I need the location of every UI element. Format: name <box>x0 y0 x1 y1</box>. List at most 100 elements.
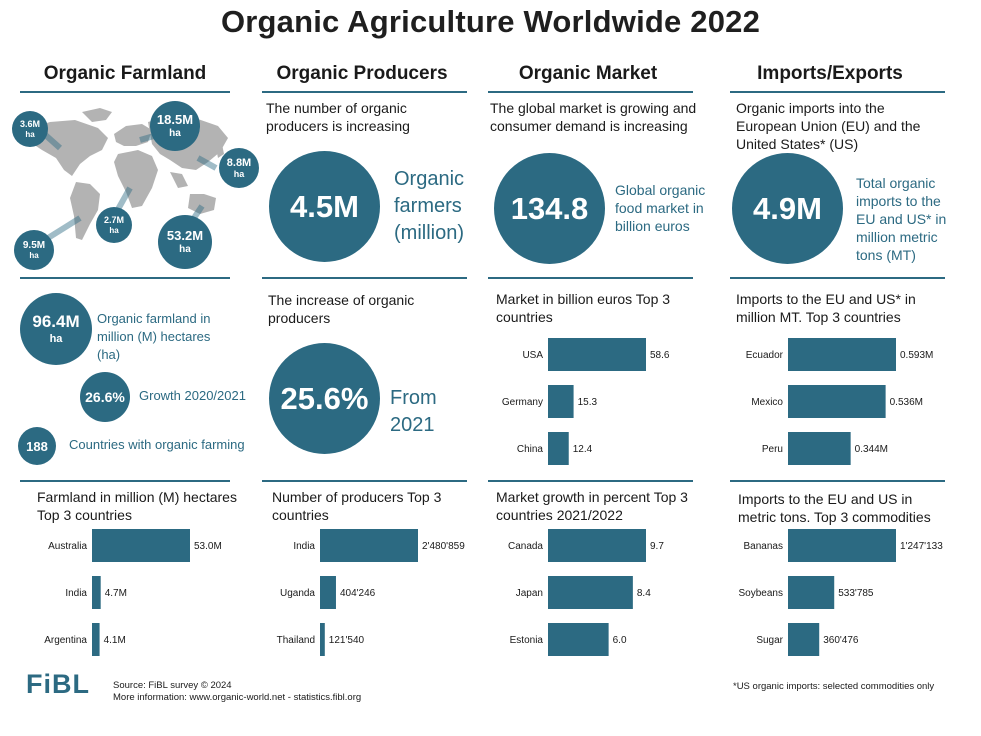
bar <box>788 338 896 371</box>
increase-value: 25.6% <box>269 343 380 454</box>
footer-source: Source: FiBL survey © 2024 <box>113 680 232 691</box>
countries-value: 188 <box>18 427 56 465</box>
bar <box>92 529 190 562</box>
bar-value-label: 0.344M <box>855 444 888 455</box>
chart-title: Imports to the EU and US in metric tons.… <box>738 491 931 525</box>
bar-category-label: Uganda <box>280 588 315 599</box>
growth-value: 26.6% <box>80 372 130 422</box>
divider <box>262 91 467 93</box>
chart-title: Market in billion euros Top 3 countries <box>496 291 671 325</box>
bar <box>548 623 609 656</box>
map-bubble: 8.8M ha <box>219 148 259 188</box>
divider <box>488 91 693 93</box>
market-intro: The global market is growing and consume… <box>490 100 697 134</box>
countries-caption: Countries with organic farming <box>69 437 245 452</box>
divider <box>262 277 467 279</box>
divider <box>20 277 230 279</box>
bar-value-label: 9.7 <box>650 541 664 552</box>
increase-caption: From 2021 <box>390 387 437 436</box>
bar <box>548 432 569 465</box>
farmland-total-circle: 96.4M ha <box>20 293 92 365</box>
bar <box>788 385 886 418</box>
farmland-total-value: 96.4M <box>32 312 80 332</box>
footer-note: *US organic imports: selected commoditie… <box>733 681 935 692</box>
bar-value-label: 53.0M <box>194 541 222 552</box>
bar-value-label: 15.3 <box>578 397 598 408</box>
market-heading: Organic Market <box>518 63 658 84</box>
bar-value-label: 533'785 <box>838 588 874 599</box>
bar-value-label: 8.4 <box>637 588 651 599</box>
trade-caption: Total organic imports to the EU and US* … <box>856 175 947 263</box>
divider <box>730 277 945 279</box>
bar <box>320 623 325 656</box>
bar-value-label: 404'246 <box>340 588 376 599</box>
trade-intro: Organic imports into the European Union … <box>736 100 921 152</box>
bar-category-label: Estonia <box>510 635 544 646</box>
page-title: Organic Agriculture Worldwide 2022 <box>220 4 761 39</box>
bar <box>788 623 820 656</box>
bar-category-label: India <box>293 541 315 552</box>
divider <box>730 480 945 482</box>
bar <box>788 432 851 465</box>
bar-value-label: 58.6 <box>650 350 670 361</box>
map-bubble: 2.7M ha <box>96 207 132 243</box>
producers-bar-chart: India 2'480'859 Uganda 404'246 Thailand 121'5… <box>277 529 465 656</box>
chart-title: Farmland in million (M) hectares Top 3 c… <box>37 489 237 523</box>
divider <box>262 480 467 482</box>
chart-title: Imports to the EU and US* in million MT.… <box>736 291 916 325</box>
bar-category-label: India <box>65 588 87 599</box>
fibl-logo: FiBL <box>26 669 90 699</box>
bar-category-label: Bananas <box>744 541 783 552</box>
bar <box>548 529 646 562</box>
bar <box>92 623 100 656</box>
bar-category-label: Argentina <box>44 635 87 646</box>
producers-caption: Organic farmers (million) <box>394 168 465 244</box>
bar-value-label: 12.4 <box>573 444 593 455</box>
bar-category-label: Australia <box>48 541 87 552</box>
farmland-bar-chart: Australia 53.0M India 4.7M Argentina 4.1M <box>44 529 222 656</box>
growth-bar-chart: Canada 9.7 Japan 8.4 Estonia 6.0 <box>508 529 664 656</box>
bar-category-label: USA <box>522 350 543 361</box>
map-bubble: 3.6M ha <box>12 111 48 147</box>
bar <box>548 576 633 609</box>
bar-value-label: 0.593M <box>900 350 933 361</box>
imports-countries-bar-chart: Ecuador 0.593M Mexico 0.536M Peru 0.344M <box>746 338 933 465</box>
map-bubble: 53.2M ha <box>158 215 212 269</box>
bar-category-label: Canada <box>508 541 543 552</box>
divider <box>20 480 230 482</box>
market-caption: Global organic food market in billion eu… <box>615 182 706 234</box>
map-bubble: 9.5M ha <box>14 230 54 270</box>
bar-value-label: 4.7M <box>105 588 127 599</box>
divider <box>730 91 945 93</box>
bar-category-label: Thailand <box>277 635 315 646</box>
producers-value: 4.5M <box>269 151 380 262</box>
imports-commodities-bar-chart: Bananas 1'247'133 Soybeans 533'785 Sugar 360'… <box>739 529 943 656</box>
growth-caption: Growth 2020/2021 <box>139 388 246 403</box>
bar-value-label: 1'247'133 <box>900 541 943 552</box>
chart-title: Number of producers Top 3 countries <box>272 489 442 523</box>
bar-category-label: Mexico <box>751 397 783 408</box>
farmland-total-unit: ha <box>49 332 63 345</box>
bar-category-label: Ecuador <box>746 350 784 361</box>
bar-value-label: 6.0 <box>613 635 627 646</box>
increase-intro: The increase of organic producers <box>268 292 415 326</box>
market-bar-chart: USA 58.6 Germany 15.3 China 12.4 <box>502 338 670 465</box>
bar-value-label: 121'540 <box>329 635 365 646</box>
divider <box>488 480 693 482</box>
divider <box>20 91 230 93</box>
bar <box>788 529 896 562</box>
bar <box>320 576 336 609</box>
footer-more-info: More information: www.organic-world.net … <box>113 692 362 703</box>
bar <box>92 576 101 609</box>
map-bubble: 18.5M ha <box>150 101 200 151</box>
bar-category-label: Soybeans <box>739 588 783 599</box>
bar-category-label: Sugar <box>756 635 783 646</box>
bar <box>548 385 574 418</box>
bar-value-label: 4.1M <box>104 635 126 646</box>
bar-value-label: 0.536M <box>890 397 923 408</box>
farmland-heading: Organic Farmland <box>43 63 207 84</box>
bar-category-label: Peru <box>762 444 783 455</box>
market-value: 134.8 <box>494 153 605 264</box>
trade-value: 4.9M <box>732 153 843 264</box>
chart-title: Market growth in percent Top 3 countries… <box>496 489 688 523</box>
